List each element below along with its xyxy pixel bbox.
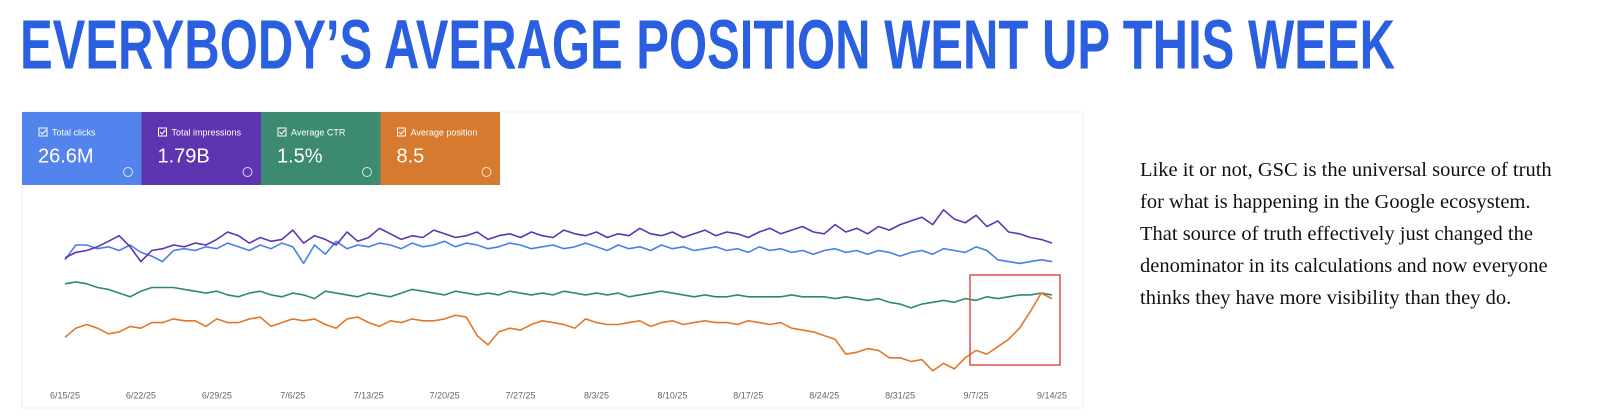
metric-card [380,112,500,185]
metric-card [22,112,142,185]
metric-card [141,112,261,185]
x-tick-label: 8/3/25 [584,390,609,400]
x-tick-label: 9/14/25 [1037,390,1067,400]
x-tick-label: 8/31/25 [885,390,915,400]
checkbox [397,127,406,137]
metric-label: Total clicks [52,127,96,137]
checkmark [159,129,166,135]
metric-label: Total impressions [172,127,242,137]
series-line [64,209,1053,263]
x-tick-label: 7/13/25 [354,390,384,400]
headline: EVERYBODY’S AVERAGE POSITION WENT UP THI… [20,5,1395,83]
highlight-box [969,274,1061,366]
x-tick-label: 7/6/25 [280,390,305,400]
metric-label: Average CTR [291,127,346,137]
metric-label: Average position [411,127,478,137]
x-tick-label: 6/15/25 [50,390,80,400]
series-line [64,281,1053,309]
paragraph: Like it or not, GSC is the universal sou… [1140,159,1552,309]
checkmark [279,129,286,135]
x-tick-label: 8/17/25 [733,390,763,400]
metric-value: 1.79B [158,145,210,167]
metric-value: 26.6M [38,145,94,167]
help-icon [242,167,253,177]
x-tick-label: 7/27/25 [506,390,536,400]
x-tick-label: 6/22/25 [126,390,156,400]
x-tick-label: 9/7/25 [964,390,989,400]
checkmark [40,129,47,135]
metric-card [261,112,381,185]
series-line [64,292,1053,372]
x-tick-label: 8/24/25 [809,390,839,400]
series-line [64,240,1053,265]
checkbox [277,127,287,137]
checkmark [398,129,405,135]
help-icon [481,167,492,177]
x-tick-label: 7/20/25 [430,390,460,400]
x-tick-label: 8/10/25 [657,390,687,400]
checkbox [38,127,48,137]
help-icon [123,167,133,177]
metric-value: 8.5 [397,145,425,167]
checkbox [158,127,167,137]
help-icon [362,167,372,177]
metric-value: 1.5% [277,145,323,167]
x-tick-label: 6/29/25 [202,390,232,400]
